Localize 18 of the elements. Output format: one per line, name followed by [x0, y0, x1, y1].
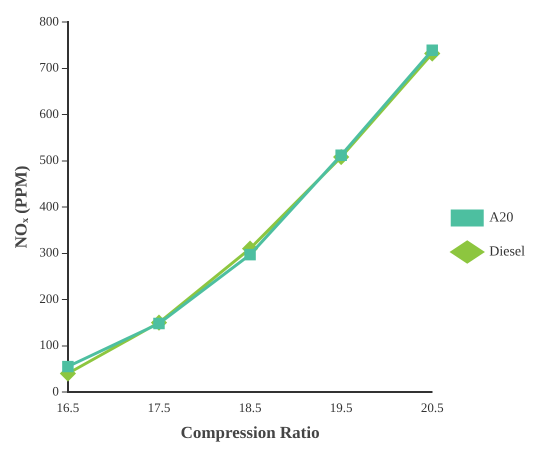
y-axis-title: NOₓ (PPM) [12, 166, 31, 248]
x-tick-label: 16.5 [56, 400, 80, 416]
x-axis-title: Compression Ratio [180, 423, 320, 442]
y-tick-label: 0 [52, 383, 59, 398]
y-tick-label: 700 [39, 60, 59, 75]
y-tick-label: 400 [39, 198, 59, 214]
y-tick-label: 200 [39, 290, 59, 306]
y-tick-label: 300 [39, 244, 59, 260]
y-tick-label: 800 [39, 13, 59, 28]
x-tick-label: 19.5 [330, 400, 353, 416]
legend-label: Diesel [489, 244, 526, 260]
legend-label: A20 [489, 210, 514, 226]
y-tick-label: 100 [39, 337, 59, 352]
x-tick-label: 17.5 [148, 400, 170, 416]
y-tick-label: 500 [39, 152, 59, 168]
x-tick-label: 18.5 [238, 400, 262, 416]
y-tick-label: 600 [39, 106, 59, 121]
x-tick-label: 20.5 [420, 400, 444, 416]
